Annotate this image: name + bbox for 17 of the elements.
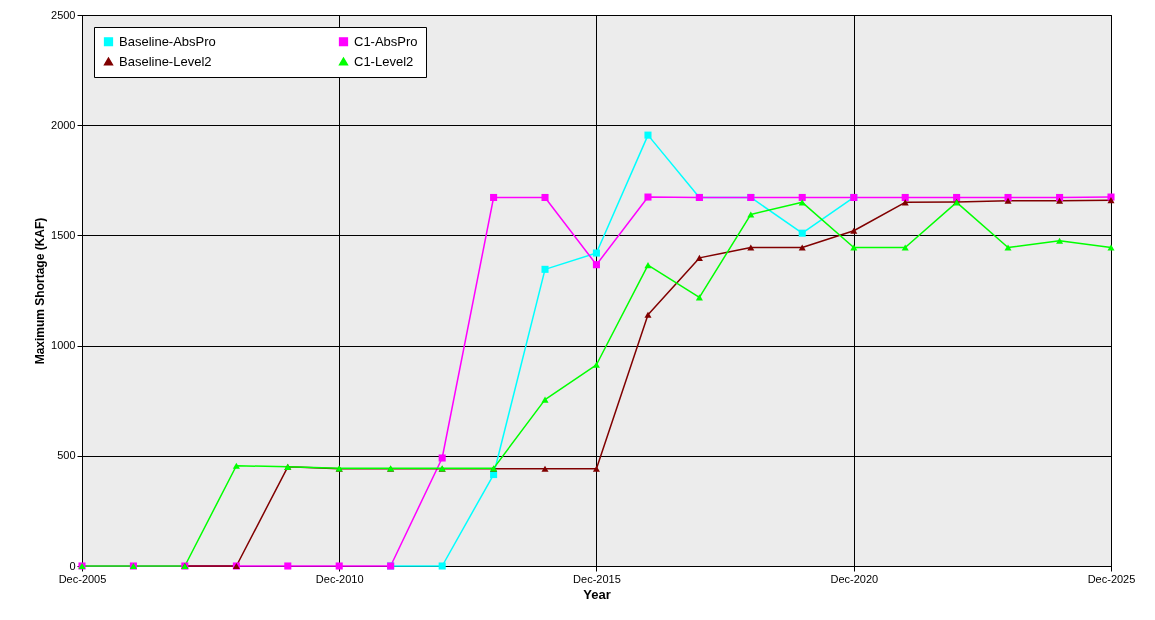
y-tick-label: 1000: [51, 339, 76, 352]
y-tick-label: 2500: [51, 8, 76, 21]
y-tick-label: 0: [69, 559, 76, 572]
x-tick-label: Dec-2005: [58, 572, 107, 585]
y-axis-title: Maximum Shortage (KAF): [33, 217, 48, 365]
x-tick-label: Dec-2025: [1087, 572, 1136, 585]
legend-label: Baseline-AbsPro: [119, 33, 216, 49]
y-tick-label: 2000: [51, 118, 76, 131]
legend-label: C1-AbsPro: [354, 33, 418, 49]
x-tick-label: Dec-2010: [315, 572, 364, 585]
legend-label: Baseline-Level2: [119, 53, 212, 69]
legend-label: C1-Level2: [354, 53, 414, 69]
x-tick-label: Dec-2015: [573, 572, 621, 585]
y-tick-label: 1500: [51, 228, 76, 241]
x-axis-title: Year: [583, 586, 611, 602]
x-tick-label: Dec-2020: [830, 572, 879, 585]
y-tick-label: 500: [57, 449, 76, 462]
